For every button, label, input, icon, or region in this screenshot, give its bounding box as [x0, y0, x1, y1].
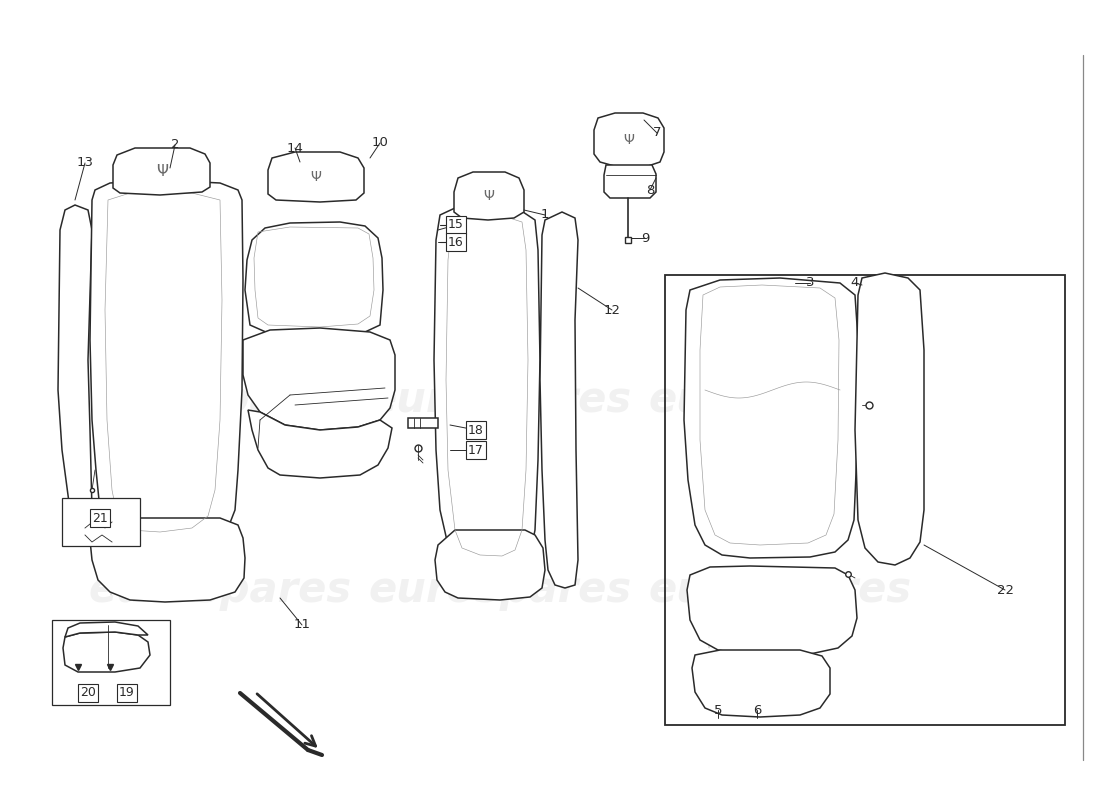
Text: eurospares: eurospares	[648, 569, 912, 611]
Polygon shape	[692, 650, 830, 717]
Polygon shape	[688, 566, 857, 655]
Text: 1: 1	[541, 209, 549, 222]
Polygon shape	[90, 180, 243, 546]
Text: 7: 7	[652, 126, 661, 139]
Polygon shape	[65, 622, 148, 637]
Text: Ψ: Ψ	[484, 189, 494, 203]
Bar	[62, 498, 140, 546]
Polygon shape	[245, 222, 383, 335]
Text: 17: 17	[469, 443, 484, 457]
Text: 20: 20	[80, 686, 96, 699]
Text: Ψ: Ψ	[624, 133, 635, 147]
Polygon shape	[113, 148, 210, 195]
Text: 21: 21	[92, 511, 108, 525]
Polygon shape	[540, 212, 578, 588]
Text: 9: 9	[641, 231, 649, 245]
Polygon shape	[855, 273, 924, 565]
Text: 4: 4	[850, 277, 859, 290]
Polygon shape	[454, 172, 524, 220]
Text: eurospares: eurospares	[88, 569, 352, 611]
Text: 3: 3	[805, 277, 814, 290]
Polygon shape	[63, 632, 150, 672]
Text: Ψ: Ψ	[156, 165, 168, 179]
Text: 6: 6	[752, 703, 761, 717]
Text: eurospares: eurospares	[88, 379, 352, 421]
Text: 15: 15	[448, 218, 464, 231]
Text: 5: 5	[714, 703, 723, 717]
Polygon shape	[248, 410, 392, 478]
Polygon shape	[243, 328, 395, 430]
Text: 10: 10	[372, 137, 388, 150]
Text: 13: 13	[77, 157, 94, 170]
Polygon shape	[594, 113, 664, 167]
Text: Ψ: Ψ	[310, 170, 321, 184]
Text: eurospares: eurospares	[648, 379, 912, 421]
Text: 16: 16	[448, 235, 464, 249]
Polygon shape	[434, 207, 540, 572]
Text: 11: 11	[294, 618, 310, 631]
Polygon shape	[268, 152, 364, 202]
Polygon shape	[684, 278, 858, 558]
Text: 18: 18	[469, 423, 484, 437]
Text: eurospares: eurospares	[368, 379, 631, 421]
Text: 14: 14	[287, 142, 304, 154]
Polygon shape	[408, 418, 438, 428]
Polygon shape	[90, 518, 245, 602]
Bar	[52, 620, 170, 705]
Text: 2: 2	[170, 138, 179, 151]
Bar	[666, 275, 1065, 725]
Text: 22: 22	[997, 583, 1013, 597]
Polygon shape	[58, 205, 92, 530]
Text: 19: 19	[119, 686, 135, 699]
Polygon shape	[604, 165, 656, 198]
Text: eurospares: eurospares	[368, 569, 631, 611]
Text: 12: 12	[604, 303, 620, 317]
Polygon shape	[434, 530, 544, 600]
Text: 8: 8	[646, 183, 654, 197]
